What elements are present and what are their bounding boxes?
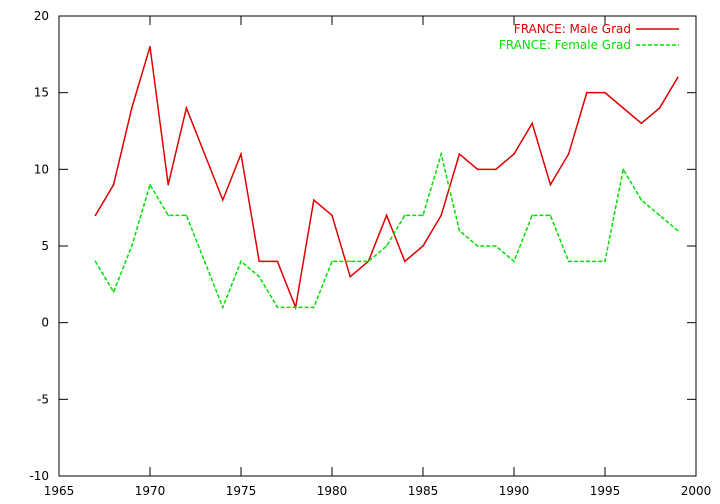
- data-point: [385, 214, 388, 217]
- data-point: [149, 45, 151, 48]
- data-point: [185, 214, 188, 217]
- data-point: [404, 214, 406, 217]
- axis-ticks: -10 -5 0 5 10 15 20 1965 1970 1975 1980 1985 1990 199…: [29, 9, 711, 498]
- x-tick-label: 1980: [317, 484, 348, 498]
- data-point: [531, 214, 533, 217]
- data-point: [495, 168, 497, 171]
- data-point: [586, 91, 588, 94]
- y-tick-label: -10: [29, 469, 49, 483]
- data-point: [658, 214, 661, 217]
- y-tick-label: 20: [34, 9, 49, 23]
- x-tick-label: 1990: [499, 484, 530, 498]
- data-point: [331, 260, 333, 263]
- data-point: [458, 229, 461, 232]
- data-point: [531, 122, 533, 125]
- series-lines: [94, 45, 679, 311]
- data-point: [495, 245, 497, 247]
- data-point: [94, 214, 97, 217]
- y-tick-label: 0: [41, 316, 49, 330]
- data-point: [349, 275, 352, 278]
- data-point: [549, 183, 552, 186]
- data-point: [385, 245, 388, 247]
- data-point: [604, 91, 606, 94]
- x-tick-label: 1970: [135, 484, 166, 498]
- data-point: [222, 199, 224, 201]
- data-point: [677, 229, 679, 232]
- data-point: [404, 260, 406, 263]
- data-point: [131, 245, 133, 247]
- data-point: [586, 260, 588, 263]
- data-point: [222, 306, 224, 309]
- y-tick-label: 10: [34, 162, 49, 176]
- y-tick-label: 15: [34, 86, 49, 100]
- data-point: [167, 183, 169, 186]
- data-point: [658, 107, 661, 109]
- data-point: [203, 153, 206, 155]
- data-point: [640, 122, 643, 125]
- data-point: [276, 260, 279, 263]
- x-tick-label: 1995: [590, 484, 621, 498]
- data-point: [112, 183, 115, 186]
- data-point: [258, 275, 261, 278]
- series-line-male-grad: [94, 46, 679, 311]
- data-point: [422, 245, 424, 247]
- data-point: [440, 214, 443, 217]
- data-point: [367, 260, 370, 263]
- data-point: [458, 153, 461, 155]
- data-point: [513, 260, 515, 263]
- data-point: [203, 260, 206, 263]
- data-point: [567, 260, 570, 263]
- y-tick-label: 5: [41, 239, 49, 253]
- y-tick-label: -5: [37, 392, 49, 406]
- x-tick-label: 1975: [226, 484, 257, 498]
- legend-label: FRANCE: Female Grad: [499, 38, 631, 52]
- data-point: [258, 260, 261, 263]
- data-point: [567, 153, 570, 155]
- data-point: [313, 306, 315, 309]
- data-point: [112, 291, 115, 293]
- x-tick-label: 1965: [44, 484, 75, 498]
- data-point: [640, 199, 643, 201]
- x-tick-label: 1985: [408, 484, 439, 498]
- data-point: [604, 260, 606, 263]
- data-point: [94, 260, 97, 263]
- data-point: [276, 306, 279, 309]
- data-point: [549, 214, 552, 217]
- data-point: [149, 183, 151, 186]
- data-point: [313, 199, 315, 201]
- data-point: [622, 107, 624, 109]
- data-point: [185, 107, 188, 109]
- data-point: [622, 168, 624, 171]
- data-point: [677, 76, 679, 79]
- data-point: [240, 153, 242, 155]
- data-point: [167, 214, 169, 217]
- data-point: [476, 168, 479, 171]
- data-point: [513, 153, 515, 155]
- data-point: [331, 214, 333, 217]
- data-point: [440, 153, 443, 155]
- series-line-female-grad: [94, 151, 679, 310]
- data-point: [476, 245, 479, 247]
- data-point: [131, 107, 133, 109]
- legend-label: FRANCE: Male Grad: [514, 22, 631, 36]
- data-point: [349, 260, 352, 263]
- data-point: [294, 306, 297, 309]
- legend: FRANCE: Male Grad FRANCE: Female Grad: [499, 22, 679, 52]
- data-point: [240, 260, 242, 263]
- data-point: [422, 214, 424, 217]
- x-tick-label: 2000: [681, 484, 712, 498]
